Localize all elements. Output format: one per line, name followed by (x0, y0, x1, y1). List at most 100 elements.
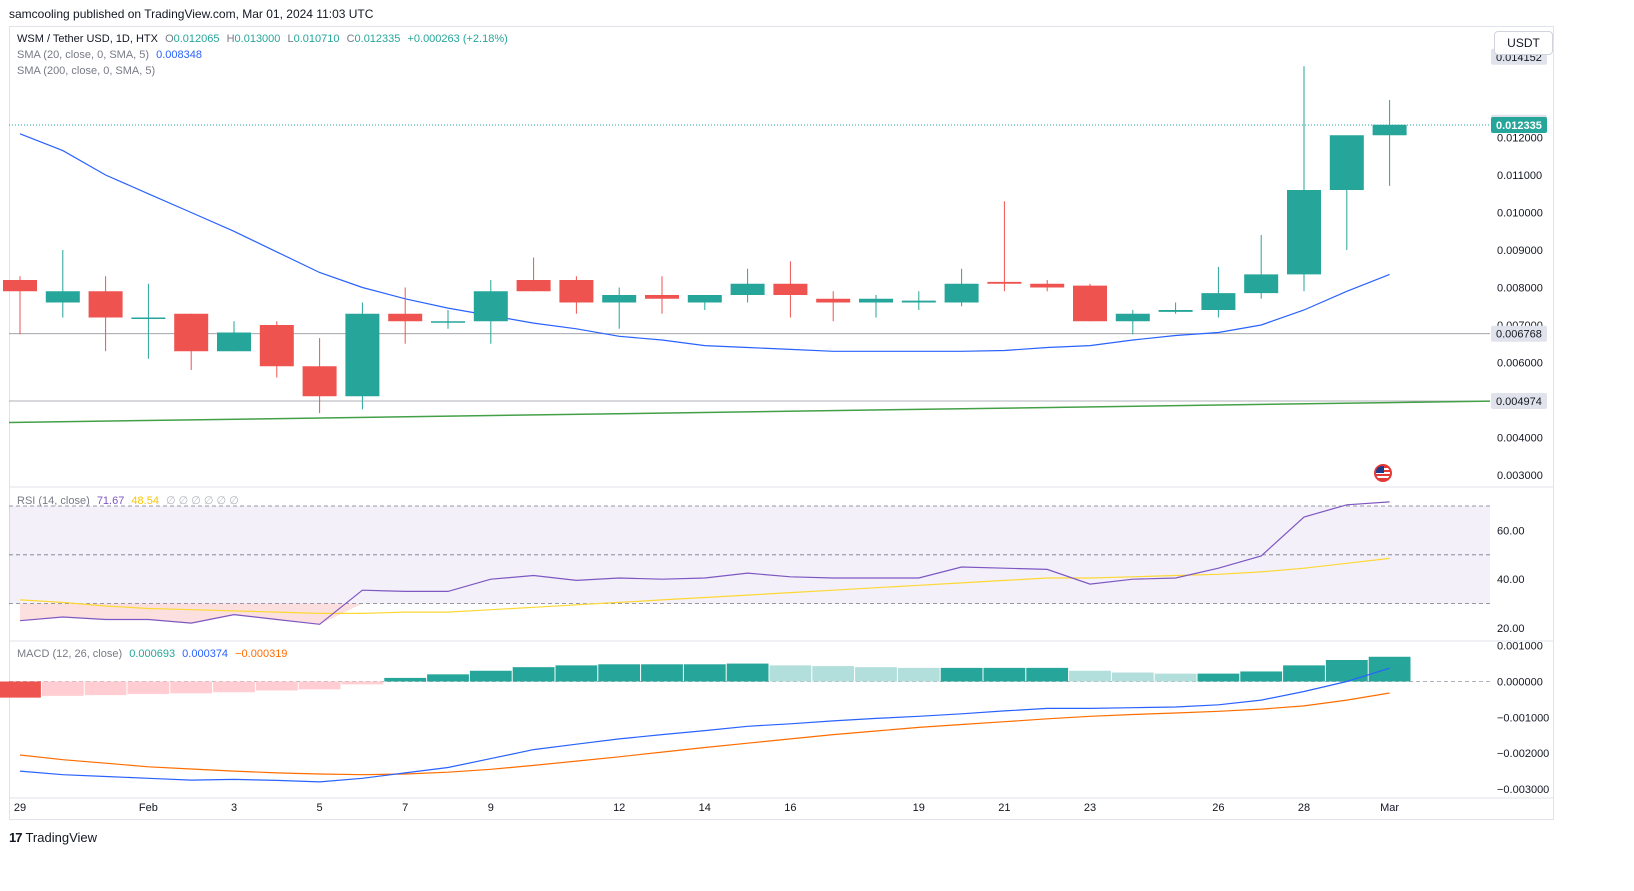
time-axis-label: Mar (1380, 802, 1399, 814)
candle-body (602, 295, 637, 303)
macd-axis-label: −0.002000 (1497, 748, 1549, 760)
candle (559, 276, 594, 314)
candle-body (1073, 285, 1107, 322)
time-axis-label: 28 (1298, 802, 1310, 814)
macd-histogram-bar (555, 665, 598, 682)
candle (516, 257, 551, 292)
candle-body (944, 283, 979, 303)
macd-histogram-bar (298, 681, 341, 690)
macd-histogram-bar (897, 667, 940, 682)
price-badge (1491, 116, 1547, 133)
candle-body (687, 295, 722, 303)
macd-pane (0, 656, 1490, 783)
sma20-line (19, 133, 1390, 352)
symbol-legend[interactable]: WSM / Tether USD, 1D, HTX O0.012065 H0.0… (17, 33, 512, 45)
candle-body (1158, 310, 1193, 312)
candle-body (559, 280, 594, 303)
high-label: H (226, 33, 235, 45)
macd-histogram-bar (940, 667, 983, 682)
candle (1115, 310, 1150, 335)
rsi-axis-label: 60.00 (1497, 525, 1525, 537)
sma20-legend[interactable]: SMA (20, close, 0, SMA, 5) 0.008348 (17, 49, 206, 61)
low-value: 0.010710 (293, 33, 340, 45)
macd-legend[interactable]: MACD (12, 26, close) 0.000693 0.000374 −… (17, 648, 291, 660)
macd-value: 0.000693 (129, 648, 176, 660)
macd-histogram-bar (1069, 670, 1111, 682)
candle-body (645, 295, 679, 299)
time-axis-label: Feb (139, 802, 158, 814)
macd-histogram-bar (1111, 672, 1154, 682)
price-badge-label: 0.012335 (1496, 120, 1542, 132)
candle-body (3, 280, 37, 292)
rsi-ma-value: 48.54 (131, 495, 159, 507)
candle-body (730, 283, 765, 295)
price-axis-label: 0.012000 (1497, 133, 1543, 145)
candle (602, 287, 637, 329)
tradingview-logo-icon: 17 (9, 830, 23, 845)
close-label: C (346, 33, 355, 45)
macd-histogram-bar (983, 667, 1026, 682)
candle-body (1329, 135, 1364, 190)
rsi-legend[interactable]: RSI (14, close) 71.67 48.54 ∅ ∅ ∅ ∅ ∅ ∅ (17, 494, 243, 507)
candle (345, 302, 380, 410)
macd-histogram-bar (598, 664, 641, 682)
candle-body (473, 291, 508, 322)
candle-body (1287, 190, 1321, 275)
candle (645, 276, 679, 314)
sma200-legend[interactable]: SMA (200, close, 0, SMA, 5) (17, 65, 159, 77)
tradingview-brand[interactable]: 17 TradingView (9, 830, 97, 845)
time-axis-label: 19 (913, 802, 925, 814)
us-flag-icon[interactable] (1374, 464, 1392, 482)
candle (687, 295, 722, 310)
brand-name: TradingView (25, 830, 98, 845)
rsi-pane (9, 501, 1490, 625)
rsi-ma-line (19, 557, 1390, 615)
candle (1030, 280, 1065, 292)
candle (859, 295, 893, 318)
candle-body (773, 283, 808, 295)
rsi-extra-values: ∅ ∅ ∅ ∅ ∅ ∅ (166, 495, 239, 507)
price-axis-label: 0.006000 (1497, 358, 1543, 370)
macd-histogram-bar (1325, 659, 1368, 682)
macd-axis-label: −0.003000 (1497, 784, 1549, 796)
candle-body (131, 317, 166, 319)
symbol-name[interactable]: WSM / Tether USD, 1D, HTX (17, 33, 158, 45)
time-axis-label: 5 (317, 802, 323, 814)
rsi-value: 71.67 (96, 495, 125, 507)
sma20-value: 0.008348 (156, 49, 203, 61)
price-axis-label: 0.008000 (1497, 283, 1543, 295)
macd-histogram-bar (469, 670, 512, 682)
candle (1329, 135, 1364, 250)
axis-layer: 0.0030000.0040000.0050000.0060000.007000… (14, 48, 1549, 814)
candle-body (431, 321, 465, 323)
candle (174, 313, 209, 370)
candle (45, 250, 80, 318)
currency-button[interactable]: USDT (1494, 31, 1553, 55)
candle (473, 280, 508, 344)
macd-label: MACD (12, 26, close) (17, 648, 123, 660)
macd-histogram-bar (84, 681, 127, 696)
rsi-band-fill (9, 506, 1490, 604)
candle-body (217, 332, 251, 352)
macd-line (19, 667, 1390, 783)
sma200-line (8, 400, 1491, 424)
price-axis-label: 0.011000 (1497, 170, 1542, 182)
candle-body (816, 298, 851, 303)
price-axis-label: 0.010000 (1497, 208, 1543, 220)
price-axis-label: 0.003000 (1497, 470, 1543, 482)
price-badge (1491, 392, 1547, 409)
rsi-axis-label: 20.00 (1497, 623, 1525, 635)
candle-body (987, 281, 1022, 284)
candle-body (388, 313, 423, 322)
candle (3, 276, 37, 335)
macd-axis-label: 0.001000 (1497, 641, 1543, 653)
candle (431, 310, 465, 329)
change-value: +0.000263 (+2.18%) (407, 33, 508, 45)
sma20-label: SMA (20, close, 0, SMA, 5) (17, 49, 150, 61)
time-axis-label: 3 (231, 802, 237, 814)
macd-histogram-bar (41, 681, 84, 696)
candle-body (901, 300, 936, 303)
candle-body (302, 366, 337, 397)
candle (217, 321, 251, 352)
